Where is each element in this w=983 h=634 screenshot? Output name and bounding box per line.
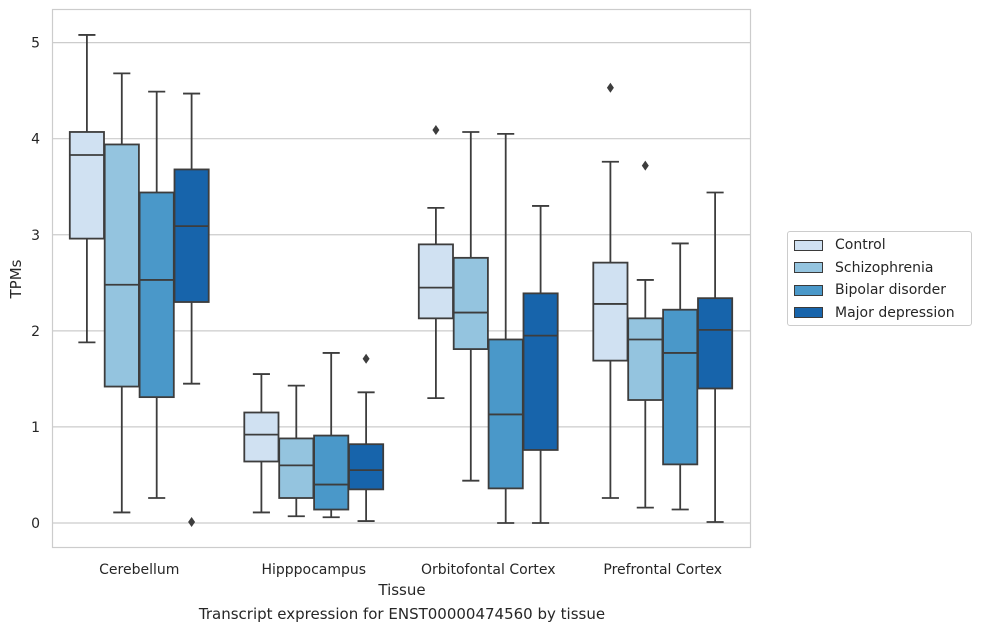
outlier-point	[432, 125, 440, 136]
box-major-depression	[173, 92, 210, 528]
box-body	[592, 261, 629, 362]
box-bipolar-disorder	[487, 132, 524, 524]
x-tick-label: Prefrontal Cortex	[603, 562, 722, 578]
box-control	[417, 125, 454, 399]
legend-item: Control	[794, 236, 886, 254]
legend-item: Bipolar disorder	[794, 281, 946, 299]
box-body	[627, 317, 664, 401]
box-body	[138, 191, 175, 399]
figure-caption: Transcript expression for ENST0000047456…	[198, 605, 606, 623]
box-body	[68, 131, 105, 240]
y-tick-label: 5	[31, 36, 40, 52]
x-tick-label: Cerebellum	[99, 562, 179, 578]
box-schizophrenia	[627, 160, 664, 509]
legend-item: Schizophrenia	[794, 259, 933, 277]
y-tick-label: 3	[31, 228, 40, 244]
box-body	[417, 243, 454, 320]
box-body	[452, 256, 489, 350]
box-body	[313, 434, 350, 511]
x-tick-labels: Cerebellum Hipppocampus Orbitofontal Corte…	[99, 562, 722, 578]
box-schizophrenia	[278, 384, 315, 518]
legend-swatch	[794, 262, 823, 273]
box-body	[243, 411, 280, 463]
box-major-depression	[348, 353, 385, 522]
y-tick-label: 0	[31, 516, 40, 532]
x-tick-label: Orbitofontal Cortex	[421, 562, 556, 578]
box-body	[522, 292, 559, 451]
legend-label: Control	[835, 237, 886, 253]
outlier-point	[188, 517, 196, 528]
legend: Control Schizophrenia Bipolar disorder Majo…	[787, 231, 972, 326]
y-tick-label: 4	[31, 132, 40, 148]
legend-item: Major depression	[794, 304, 955, 322]
box-body	[348, 443, 385, 491]
legend-swatch	[794, 284, 823, 296]
box-control	[243, 373, 280, 514]
box-major-depression	[697, 191, 734, 523]
y-tick-label: 1	[31, 420, 40, 436]
box-bipolar-disorder	[313, 352, 350, 519]
box-schizophrenia	[452, 131, 489, 482]
x-axis-label: Tissue	[377, 581, 425, 599]
y-tick-label: 2	[31, 324, 40, 340]
box-body	[278, 437, 315, 499]
legend-swatch	[794, 307, 823, 318]
outlier-point	[606, 82, 614, 93]
legend-swatch	[794, 239, 823, 251]
box-body	[697, 297, 734, 390]
box-body	[662, 308, 699, 466]
y-axis-label: TPMs	[7, 259, 25, 299]
box-bipolar-disorder	[662, 242, 699, 511]
plot-frame	[51, 8, 752, 549]
legend-label: Major depression	[835, 304, 955, 321]
box-body	[103, 143, 140, 388]
box-body	[173, 168, 210, 303]
boxes	[68, 34, 734, 528]
y-tick-labels: 0 1 2 3 4 5	[31, 36, 40, 532]
legend-label: Bipolar disorder	[835, 282, 947, 298]
x-tick-label: Hipppocampus	[261, 562, 366, 578]
legend-label: Schizophrenia	[835, 259, 934, 276]
box-schizophrenia	[103, 72, 140, 514]
outlier-point	[641, 160, 649, 171]
box-major-depression	[522, 205, 559, 524]
box-control	[592, 82, 629, 499]
outlier-point	[362, 353, 370, 364]
